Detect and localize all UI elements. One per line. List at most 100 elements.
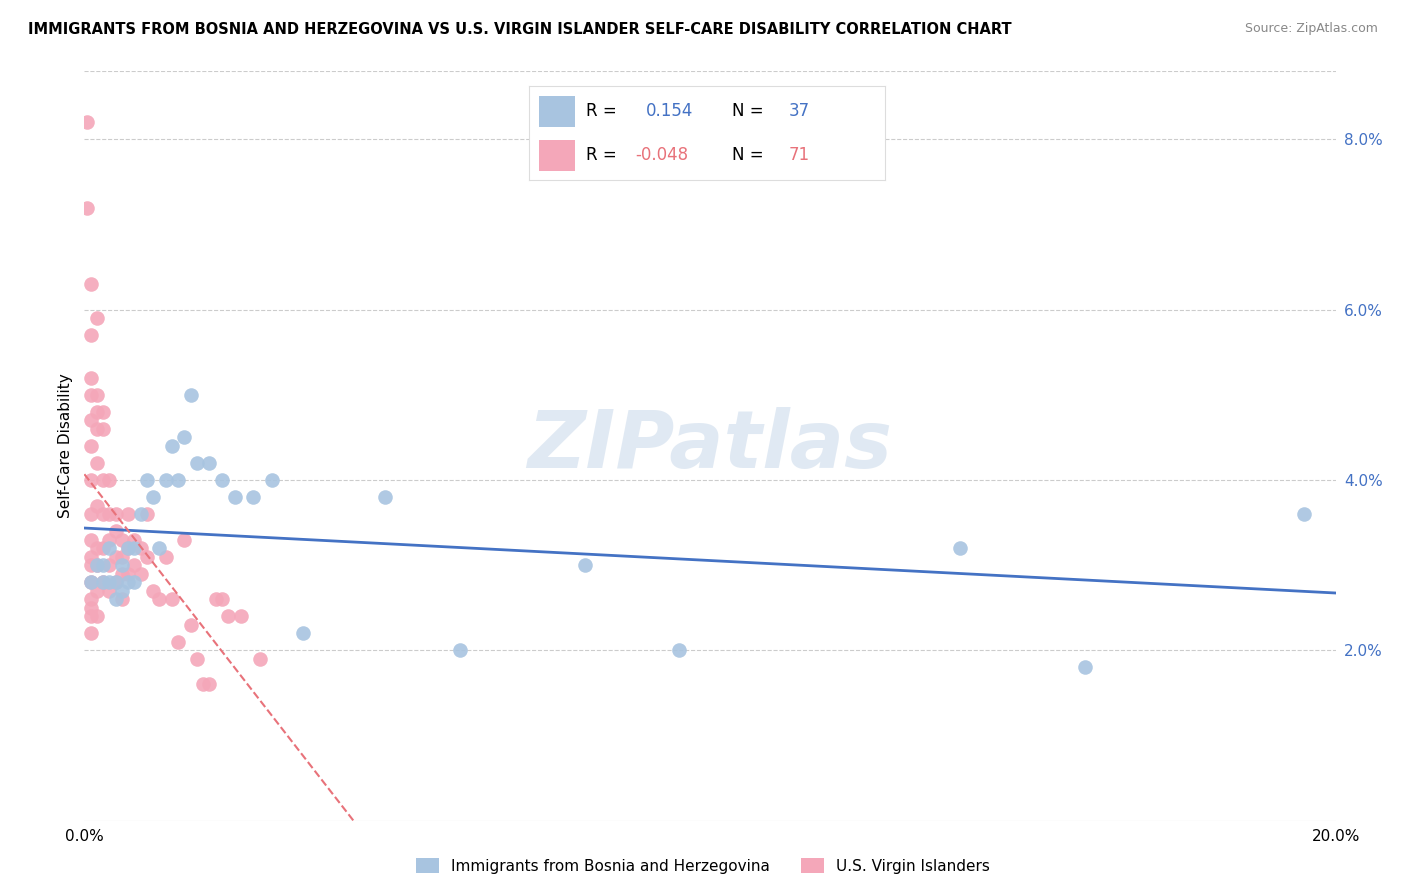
Point xyxy=(167,473,190,487)
Point xyxy=(98,583,121,598)
Point xyxy=(111,592,134,607)
Point xyxy=(79,413,101,427)
Point xyxy=(76,115,98,129)
Point xyxy=(117,575,139,590)
Point xyxy=(374,490,396,504)
Point xyxy=(76,201,98,215)
Point xyxy=(91,575,114,590)
Point xyxy=(574,558,596,573)
Point xyxy=(79,277,101,292)
Point xyxy=(292,626,315,640)
Point xyxy=(117,541,139,556)
Point xyxy=(79,507,101,521)
Point xyxy=(79,609,101,624)
Point xyxy=(129,541,152,556)
Point xyxy=(148,592,170,607)
Point xyxy=(86,456,108,470)
Point xyxy=(155,473,177,487)
Point xyxy=(211,473,233,487)
Point xyxy=(173,533,195,547)
Point xyxy=(104,575,127,590)
Point xyxy=(79,626,101,640)
Point xyxy=(1074,660,1097,674)
Point xyxy=(79,575,101,590)
Point xyxy=(136,473,159,487)
Point xyxy=(79,388,101,402)
Point xyxy=(111,583,134,598)
Point xyxy=(160,439,183,453)
Point xyxy=(79,328,101,343)
Point xyxy=(142,490,165,504)
Point xyxy=(198,677,221,691)
Point xyxy=(86,405,108,419)
Point xyxy=(111,566,134,581)
Point xyxy=(136,549,159,564)
Point xyxy=(180,388,202,402)
Point xyxy=(91,405,114,419)
Point xyxy=(79,439,101,453)
Point xyxy=(79,549,101,564)
Y-axis label: Self-Care Disability: Self-Care Disability xyxy=(58,374,73,518)
Point xyxy=(155,549,177,564)
Point xyxy=(117,541,139,556)
Point xyxy=(224,490,246,504)
Point xyxy=(129,507,152,521)
Point xyxy=(124,558,146,573)
Legend: Immigrants from Bosnia and Herzegovina, U.S. Virgin Islanders: Immigrants from Bosnia and Herzegovina, … xyxy=(411,852,995,880)
Point xyxy=(173,430,195,444)
Point xyxy=(242,490,264,504)
Point xyxy=(217,609,239,624)
Point xyxy=(86,422,108,436)
Point xyxy=(91,541,114,556)
Point xyxy=(148,541,170,556)
Point xyxy=(142,583,165,598)
Point xyxy=(249,652,271,666)
Point xyxy=(111,558,134,573)
Point xyxy=(86,541,108,556)
Point xyxy=(86,499,108,513)
Point xyxy=(79,473,101,487)
Point xyxy=(167,635,190,649)
Point xyxy=(86,583,108,598)
Point xyxy=(91,507,114,521)
Point xyxy=(124,533,146,547)
Point xyxy=(229,609,252,624)
Point xyxy=(136,507,159,521)
Point xyxy=(124,541,146,556)
Point xyxy=(98,533,121,547)
Point xyxy=(104,592,127,607)
Point xyxy=(129,566,152,581)
Point xyxy=(449,643,471,657)
Point xyxy=(86,609,108,624)
Text: IMMIGRANTS FROM BOSNIA AND HERZEGOVINA VS U.S. VIRGIN ISLANDER SELF-CARE DISABIL: IMMIGRANTS FROM BOSNIA AND HERZEGOVINA V… xyxy=(28,22,1012,37)
Point xyxy=(104,549,127,564)
Point xyxy=(79,533,101,547)
Point xyxy=(186,652,208,666)
Point xyxy=(79,371,101,385)
Point xyxy=(186,456,208,470)
Point xyxy=(111,533,134,547)
Point xyxy=(79,600,101,615)
Point xyxy=(104,575,127,590)
Text: ZIPatlas: ZIPatlas xyxy=(527,407,893,485)
Point xyxy=(91,422,114,436)
Point xyxy=(198,456,221,470)
Point xyxy=(86,311,108,326)
Point xyxy=(86,558,108,573)
Point xyxy=(104,524,127,538)
Text: Source: ZipAtlas.com: Source: ZipAtlas.com xyxy=(1244,22,1378,36)
Point xyxy=(117,566,139,581)
Point xyxy=(104,507,127,521)
Point xyxy=(91,558,114,573)
Point xyxy=(98,558,121,573)
Point xyxy=(211,592,233,607)
Point xyxy=(98,507,121,521)
Point xyxy=(86,558,108,573)
Point xyxy=(668,643,690,657)
Point xyxy=(1294,507,1316,521)
Point xyxy=(949,541,972,556)
Point xyxy=(262,473,284,487)
Point xyxy=(79,592,101,607)
Point xyxy=(193,677,215,691)
Point xyxy=(79,558,101,573)
